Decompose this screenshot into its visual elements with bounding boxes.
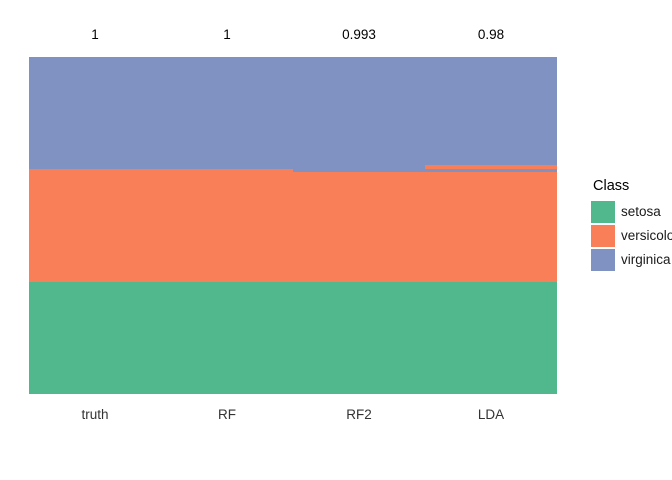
accuracy-label-rf2: 0.993 [342, 27, 376, 42]
accuracy-label-rf: 1 [223, 27, 231, 42]
segment-setosa [293, 281, 425, 394]
x-axis-label-rf2: RF2 [346, 407, 372, 422]
x-axis-label-rf: RF [218, 407, 236, 422]
segment-setosa [161, 281, 293, 394]
accuracy-label-truth: 1 [91, 27, 99, 42]
x-axis-label-lda: LDA [477, 407, 505, 422]
segment-virginica [161, 57, 293, 170]
segment-virginica [425, 169, 557, 172]
segment-setosa [425, 281, 557, 394]
plot-area [29, 57, 557, 394]
legend-label-setosa: setosa [621, 204, 661, 219]
legend-label-versicolor: versicolor [621, 228, 672, 243]
column-truth [29, 57, 161, 394]
virginica-swatch-icon [591, 249, 615, 271]
setosa-swatch-icon [591, 201, 615, 223]
x-axis-label-truth: truth [81, 407, 109, 422]
segment-virginica [29, 57, 161, 170]
segment-versicolor [293, 171, 425, 282]
column-RF2 [293, 57, 425, 394]
segment-versicolor [425, 164, 557, 170]
segment-versicolor [161, 169, 293, 282]
segment-versicolor [29, 169, 161, 282]
legend-label-virginica: virginica [621, 252, 671, 267]
segment-versicolor [425, 171, 557, 282]
column-RF [161, 57, 293, 394]
versicolor-swatch-icon [591, 225, 615, 247]
column-LDA [425, 57, 557, 394]
segment-virginica [293, 57, 425, 172]
segment-setosa [29, 281, 161, 394]
legend-title: Class [593, 178, 630, 194]
segment-virginica [425, 57, 557, 165]
accuracy-label-lda: 0.98 [477, 27, 505, 42]
